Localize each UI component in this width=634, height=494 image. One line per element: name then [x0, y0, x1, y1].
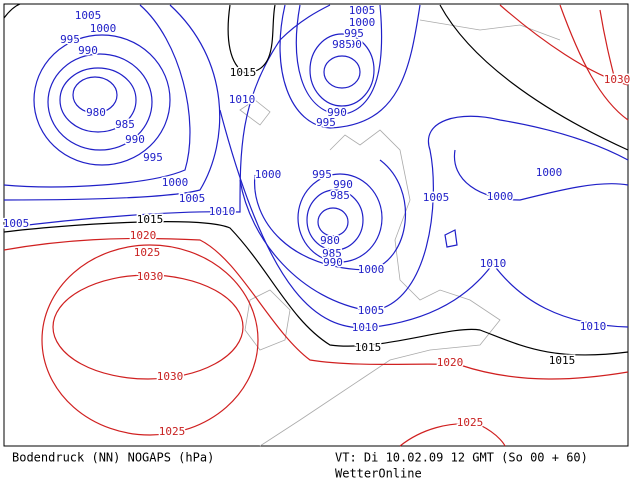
isobar-label: 1015: [355, 341, 382, 354]
isobar-label: 995: [312, 168, 332, 181]
isobar-label: 1030: [137, 270, 164, 283]
isobar: [439, 4, 629, 151]
isobar-label: 1000: [358, 263, 385, 276]
isobar-label: 990: [327, 106, 347, 119]
isobar: [453, 149, 629, 201]
isobar-label: 1000: [487, 190, 514, 203]
isobar-label: 1000: [162, 176, 189, 189]
isobar-label: 1010: [580, 320, 607, 333]
isobar-label: 1005: [3, 217, 30, 230]
isobar-label: 1010: [229, 93, 256, 106]
footer-source: WetterOnline: [335, 467, 422, 481]
isobar: [3, 4, 221, 201]
isobar-label: 990: [333, 178, 353, 191]
isobar: [72, 76, 118, 114]
isobar: [47, 53, 153, 151]
coastline: [419, 19, 561, 41]
isobar-label: 1010: [209, 205, 236, 218]
isobar: [33, 34, 171, 166]
isobar: [227, 4, 276, 74]
isobar-label: 1000: [255, 168, 282, 181]
isobar: [295, 4, 383, 116]
map-frame: [3, 3, 629, 447]
coastline: [244, 289, 291, 351]
isobar-label: 1020: [437, 356, 464, 369]
isobar-label: 1000: [536, 166, 563, 179]
isobar-label: 990: [323, 256, 343, 269]
isobar: [279, 4, 421, 129]
isobar: [52, 274, 244, 380]
isobar: [41, 244, 259, 436]
isobar-label: 980: [86, 106, 106, 119]
isobar-label: 1015: [230, 66, 257, 79]
isobar: [306, 189, 364, 251]
coastline: [259, 129, 501, 447]
isobar: [399, 423, 506, 447]
isobar-label: 1025: [134, 246, 161, 259]
isobar: [317, 207, 349, 237]
isobar: [499, 4, 629, 86]
isobar-label: 990: [342, 38, 362, 51]
isobar-label: 990: [78, 44, 98, 57]
isobar-label: 1005: [75, 9, 102, 22]
isobar-label: 985: [322, 247, 342, 260]
isobar-label: 985: [330, 189, 350, 202]
isobar: [219, 109, 629, 329]
footer-title: Bodendruck (NN) NOGAPS (hPa): [12, 451, 214, 465]
isobar-label: 1015: [549, 354, 576, 367]
footer-valid-time: VT: Di 10.02.09 12 GMT (So 00 + 60): [335, 451, 588, 465]
isobars: [3, 3, 629, 447]
isobar: [3, 4, 331, 229]
isobar: [559, 4, 629, 121]
isobar-label: 1005: [349, 4, 376, 17]
isobar-label: 995: [60, 33, 80, 46]
isobar-label: 1005: [423, 191, 450, 204]
isobar-label: 1005: [358, 304, 385, 317]
isobar: [239, 115, 629, 312]
isobar: [59, 67, 137, 133]
isobar: [3, 221, 629, 356]
isobar: [3, 4, 191, 188]
isobar-label: 985: [332, 38, 352, 51]
isobar-label: 995: [143, 151, 163, 164]
isobar-label: 1000: [90, 22, 117, 35]
isobar-label: 995: [316, 116, 336, 129]
isobar: [323, 55, 361, 89]
isobar-label: 1000: [349, 16, 376, 29]
isobar-label: 1030: [157, 370, 184, 383]
isobar: [297, 173, 383, 263]
isobar: [3, 3, 21, 19]
isobar: [599, 9, 616, 81]
isobar-label: 985: [115, 118, 135, 131]
isobar-label: 1015: [137, 213, 164, 226]
isobar-label: 1030: [604, 73, 631, 86]
isobar: [309, 33, 375, 107]
isobar-label: 1020: [130, 229, 157, 242]
isobar-label: 1005: [179, 192, 206, 205]
isobar-label: 995: [344, 27, 364, 40]
isobar: [254, 159, 406, 271]
isobar-label: 1025: [159, 425, 186, 438]
isobar-label: 980: [320, 234, 340, 247]
isobar-label: 990: [125, 133, 145, 146]
isobar-label: 1010: [352, 321, 379, 334]
isobar-label: 1010: [480, 257, 507, 270]
isobar-label: 1025: [457, 416, 484, 429]
isobar: [444, 229, 458, 248]
isobar: [3, 237, 629, 380]
isobar-labels: 1005 1000 995 990 980 985 990 995 1000 1…: [1, 3, 632, 440]
